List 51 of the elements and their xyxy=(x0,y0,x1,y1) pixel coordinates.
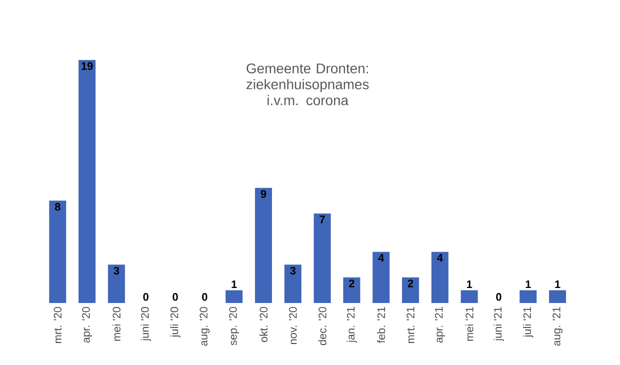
data-label: 1 xyxy=(232,280,237,288)
bar xyxy=(226,290,243,303)
x-tick-label: juli '20 xyxy=(170,306,180,338)
data-label: 3 xyxy=(114,266,120,275)
data-label: 9 xyxy=(260,190,266,198)
data-label: 2 xyxy=(408,280,414,288)
bar xyxy=(314,213,331,303)
data-label: 0 xyxy=(172,293,178,301)
bar xyxy=(78,60,96,303)
data-label: 8 xyxy=(54,202,60,211)
x-tick-label: sep. '20 xyxy=(229,306,240,346)
x-tick-label: dec. '20 xyxy=(318,306,326,346)
text: Gemeente Dronten: ziekenhuisopnames i.v.m. corona xyxy=(246,63,369,106)
x-tick-label: apr. '21 xyxy=(434,307,445,343)
x-tick-label: mei '20 xyxy=(112,306,120,341)
x-tick-label: feb. '21 xyxy=(377,307,386,343)
x-tick-label: aug. '21 xyxy=(552,307,562,346)
bar xyxy=(49,200,66,303)
data-label: 7 xyxy=(320,216,325,224)
x-tick-label: mei '21 xyxy=(465,307,474,341)
data-label: 4 xyxy=(378,254,384,262)
data-label: 4 xyxy=(437,254,443,262)
bar xyxy=(284,264,302,303)
data-label: 1 xyxy=(555,280,560,288)
x-tick-label: aug. '20 xyxy=(200,306,210,346)
data-label: 2 xyxy=(349,280,354,288)
bar xyxy=(254,188,272,303)
bar xyxy=(549,290,566,303)
x-tick-label: okt. '20 xyxy=(259,306,268,342)
bar xyxy=(108,264,125,303)
bar xyxy=(372,252,390,303)
bar xyxy=(343,277,360,303)
data-label: 0 xyxy=(202,293,208,301)
data-label: 0 xyxy=(143,293,148,301)
x-tick-label: juni '20 xyxy=(140,306,151,342)
bar xyxy=(520,290,537,303)
x-tick-label: jan. '21 xyxy=(346,307,357,343)
data-label: 1 xyxy=(526,280,531,288)
x-tick-label: juli '21 xyxy=(523,307,534,338)
data-label: 0 xyxy=(496,293,502,301)
x-tick-label: mrt. '21 xyxy=(406,307,414,343)
x-tick-label: juni '21 xyxy=(494,307,504,342)
data-label: 3 xyxy=(290,266,296,275)
data-label: 1 xyxy=(466,280,472,288)
bar xyxy=(431,252,448,303)
bar xyxy=(460,290,478,303)
x-tick-label: mrt. '20 xyxy=(54,306,62,343)
x-tick-label: nov. '20 xyxy=(289,306,297,344)
x-tick-label: apr. '20 xyxy=(82,306,92,343)
data-label: 19 xyxy=(82,62,93,70)
bar xyxy=(402,277,420,303)
